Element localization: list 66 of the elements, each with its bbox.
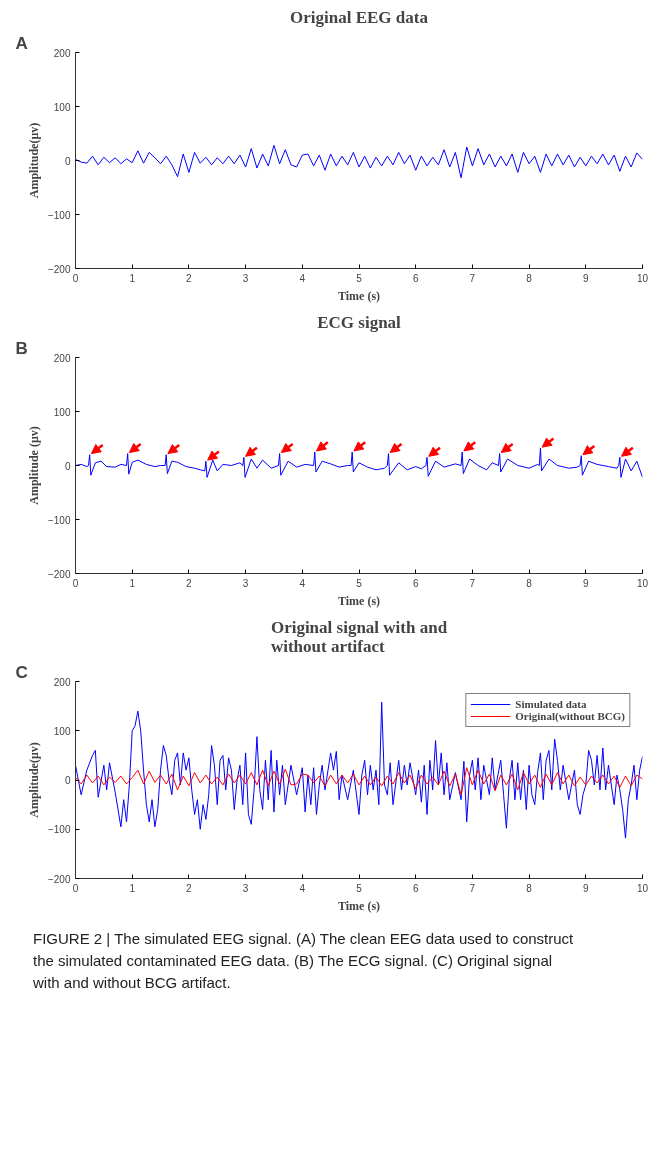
- x-tick-label: 10: [636, 577, 649, 589]
- y-tick-label: 200: [53, 352, 71, 364]
- y-tick-label: −100: [47, 209, 71, 221]
- x-tick-label: 9: [583, 577, 590, 589]
- text: B: [15, 338, 28, 358]
- y-tick-label: 100: [53, 406, 71, 418]
- x-tick-label: 7: [469, 272, 476, 284]
- x-tick-label: 1: [129, 272, 136, 284]
- x-tick-label: 6: [412, 882, 419, 894]
- chart-title: Original signal with and without artifact: [270, 617, 448, 656]
- y-tick-label: −100: [47, 824, 71, 836]
- y-tick-label: −200: [47, 263, 71, 275]
- y-tick-label: 200: [53, 676, 71, 688]
- y-tick-label: −100: [47, 514, 71, 526]
- x-axis-title: Time (s): [337, 898, 381, 913]
- y-axis-title: Amplitude (μv): [26, 426, 41, 505]
- x-tick-label: 9: [583, 882, 590, 894]
- x-tick-label: 0: [72, 577, 79, 589]
- x-tick-label: 5: [356, 577, 363, 589]
- y-axis-title: Amplitude(μv): [26, 122, 41, 199]
- x-tick-label: 4: [299, 882, 306, 894]
- x-tick-label: 0: [72, 882, 79, 894]
- line-series: [75, 701, 643, 839]
- line-series: [75, 144, 643, 179]
- x-tick-label: 8: [526, 882, 533, 894]
- x-tick-label: 10: [636, 882, 649, 894]
- text: C: [15, 662, 28, 682]
- x-tick-label: 9: [583, 272, 590, 284]
- x-tick-label: 2: [186, 577, 193, 589]
- x-tick-label: 0: [72, 272, 79, 284]
- x-tick-label: 8: [526, 272, 533, 284]
- legend-label: Simulated data: [515, 698, 587, 710]
- x-tick-label: 4: [299, 577, 306, 589]
- chart-title: ECG signal: [317, 312, 402, 332]
- x-tick-label: 2: [186, 272, 193, 284]
- x-tick-label: 3: [242, 882, 249, 894]
- chart-title: Original EEG data: [290, 7, 429, 27]
- legend-label: Original(without BCG): [515, 710, 625, 722]
- y-tick-label: 0: [64, 155, 71, 167]
- y-tick-label: 200: [53, 47, 71, 59]
- x-tick-label: 6: [412, 272, 419, 284]
- x-tick-label: 4: [299, 272, 306, 284]
- x-tick-label: 6: [412, 577, 419, 589]
- text: A: [15, 33, 28, 53]
- x-tick-label: 2: [186, 882, 193, 894]
- x-axis-title: Time (s): [337, 593, 381, 608]
- caption: FIGURE 2 | The simulated EEG signal. (A) The clean EEG data used to construct the simulated contaminated EEG data. (B) The ECG signal. (C) Original signal with and without BCG artifact.: [32, 929, 575, 993]
- y-axis-title: Amplitude(μv): [26, 742, 41, 818]
- y-tick-label: 0: [64, 775, 71, 786]
- x-tick-label: 5: [356, 272, 363, 284]
- x-tick-label: 10: [636, 272, 649, 284]
- x-tick-label: 7: [469, 577, 476, 589]
- x-tick-label: 5: [356, 882, 363, 894]
- y-tick-label: −200: [47, 873, 71, 885]
- y-tick-label: 0: [64, 460, 71, 472]
- y-tick-label: −200: [47, 568, 71, 580]
- x-tick-label: 3: [242, 272, 249, 284]
- x-axis-title: Time (s): [337, 288, 381, 303]
- x-tick-label: 8: [526, 577, 533, 589]
- y-tick-label: 100: [53, 725, 71, 737]
- y-tick-label: 100: [53, 101, 71, 113]
- line-series: [75, 767, 643, 796]
- x-tick-label: 7: [469, 882, 476, 894]
- x-tick-label: 1: [129, 882, 136, 894]
- x-tick-label: 1: [129, 577, 136, 589]
- x-tick-label: 3: [242, 577, 249, 589]
